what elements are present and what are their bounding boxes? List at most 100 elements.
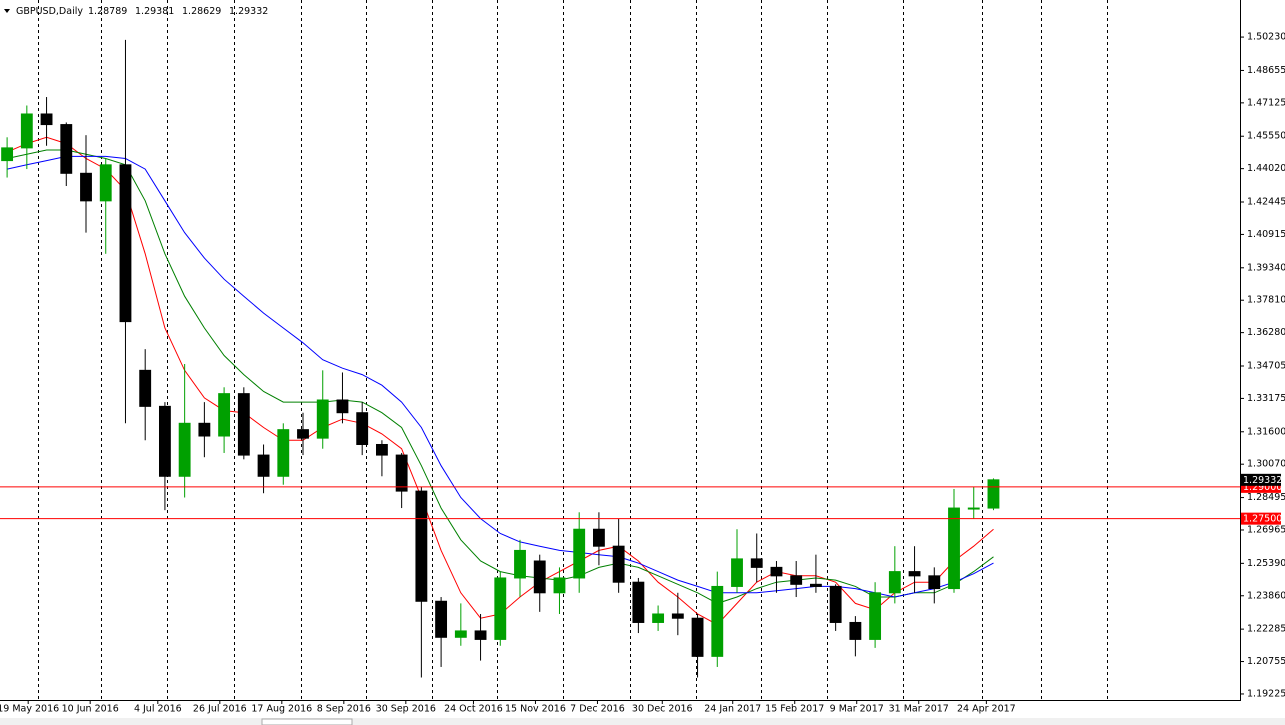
- candle-body: [948, 507, 960, 590]
- candle-body: [494, 577, 507, 640]
- price-label-box: [1241, 473, 1281, 486]
- level-label-box: [1241, 512, 1281, 525]
- candle-body: [356, 412, 369, 445]
- x-tick-label: 15 Nov 2016: [505, 704, 566, 715]
- candle-body: [297, 429, 309, 439]
- price-label: 1.29332: [1243, 475, 1282, 486]
- x-tick-label: 31 Mar 2017: [889, 704, 949, 715]
- y-tick-label: 1.22285: [1247, 624, 1285, 635]
- candle-body: [336, 399, 349, 414]
- candle-body: [790, 575, 803, 585]
- candle-body: [1, 147, 14, 162]
- candle-body: [454, 630, 467, 638]
- ohlc-value: 1.29381: [135, 6, 174, 17]
- y-tick-label: 1.44020: [1247, 163, 1285, 174]
- y-tick-label: 1.19225: [1247, 688, 1285, 699]
- chart-tab[interactable]: [261, 718, 353, 725]
- candle-body: [198, 422, 211, 437]
- y-tick-label: 1.45550: [1247, 131, 1285, 142]
- x-tick-label: 30 Dec 2016: [632, 704, 693, 715]
- x-tick-label: 7 Dec 2016: [570, 704, 625, 715]
- candle-body: [158, 405, 171, 477]
- candle-body: [849, 621, 862, 640]
- candle-body: [375, 443, 388, 456]
- x-tick-label: 30 Sep 2016: [376, 704, 436, 715]
- y-tick-label: 1.48655: [1247, 65, 1285, 76]
- y-tick-label: 1.47125: [1247, 97, 1285, 108]
- candle-body: [573, 528, 586, 579]
- candle-body: [257, 454, 270, 477]
- candle-body: [987, 479, 1000, 509]
- candle-body: [119, 164, 132, 323]
- ohlc-value: 1.29332: [229, 6, 268, 17]
- candle-body: [316, 399, 329, 439]
- y-tick-label: 1.30070: [1247, 459, 1285, 470]
- candle-body: [237, 393, 250, 456]
- y-tick-label: 1.26965: [1247, 524, 1285, 535]
- candle-body: [671, 613, 684, 619]
- ohlc-value: 1.28629: [182, 6, 221, 17]
- candle-body: [967, 507, 980, 510]
- candle-body: [592, 528, 605, 547]
- candle-body: [178, 422, 191, 477]
- moving-average: [6, 149, 994, 604]
- candle-body: [888, 571, 901, 594]
- x-tick-label: 24 Jan 2017: [704, 704, 761, 715]
- candle-body: [60, 124, 73, 174]
- candle-body: [40, 113, 53, 126]
- candle-body: [435, 600, 448, 638]
- x-tick-label: 10 Jun 2016: [62, 704, 119, 715]
- candle-body: [514, 549, 526, 579]
- tab-bar: [0, 718, 1285, 725]
- x-tick-label: 15 Feb 2017: [765, 704, 824, 715]
- candle-body: [869, 592, 882, 640]
- y-tick-label: 1.36280: [1247, 327, 1285, 338]
- y-tick-label: 1.33175: [1247, 393, 1285, 404]
- candle-body: [20, 113, 33, 149]
- candle-body: [415, 490, 428, 602]
- candle-body: [731, 558, 743, 587]
- candle-body: [632, 581, 645, 623]
- candle-body: [770, 566, 783, 577]
- candle-body: [908, 571, 921, 577]
- x-tick-label: 26 Jul 2016: [193, 704, 247, 715]
- candle-body: [99, 164, 112, 202]
- moving-average: [6, 155, 994, 598]
- y-tick-label: 1.23860: [1247, 590, 1285, 601]
- x-tick-label: 24 Apr 2017: [957, 704, 1016, 715]
- level-label: 1.29000: [1243, 482, 1282, 493]
- candle-body: [652, 613, 665, 623]
- y-tick-label: 1.42445: [1247, 197, 1285, 208]
- candle-body: [553, 577, 566, 594]
- candle-body: [395, 454, 408, 492]
- candle-body: [533, 560, 546, 594]
- y-tick-label: 1.31600: [1247, 426, 1285, 437]
- symbol-title: GBPUSD,Daily: [16, 6, 83, 17]
- candle-body: [711, 585, 724, 657]
- candle-body: [139, 369, 152, 407]
- candle-body: [829, 585, 842, 623]
- x-tick-label: 9 Mar 2017: [830, 704, 884, 715]
- candle-body: [809, 583, 822, 587]
- candle-body: [277, 429, 290, 477]
- y-tick-label: 1.28495: [1247, 492, 1285, 503]
- y-tick-label: 1.50230: [1247, 32, 1285, 43]
- ohlc-header: 1.28789 1.29381 1.28629 1.29332: [88, 6, 268, 17]
- menu-triangle[interactable]: [4, 9, 10, 13]
- candle-body: [928, 575, 941, 590]
- y-tick-label: 1.25390: [1247, 558, 1285, 569]
- y-tick-label: 1.34705: [1247, 360, 1285, 371]
- candle-body: [218, 393, 231, 437]
- y-tick-label: 1.39340: [1247, 262, 1285, 273]
- y-tick-label: 1.37810: [1247, 295, 1285, 306]
- y-tick-label: 1.20755: [1247, 656, 1285, 667]
- y-tick-label: 1.40915: [1247, 229, 1285, 240]
- candle-body: [80, 172, 92, 202]
- ohlc-value: 1.28789: [88, 6, 127, 17]
- candle-body: [750, 558, 763, 568]
- level-label: 1.27500: [1243, 514, 1282, 525]
- x-tick-label: 17 Aug 2016: [251, 704, 312, 715]
- candle-body: [612, 545, 625, 583]
- x-tick-label: 8 Sep 2016: [317, 704, 371, 715]
